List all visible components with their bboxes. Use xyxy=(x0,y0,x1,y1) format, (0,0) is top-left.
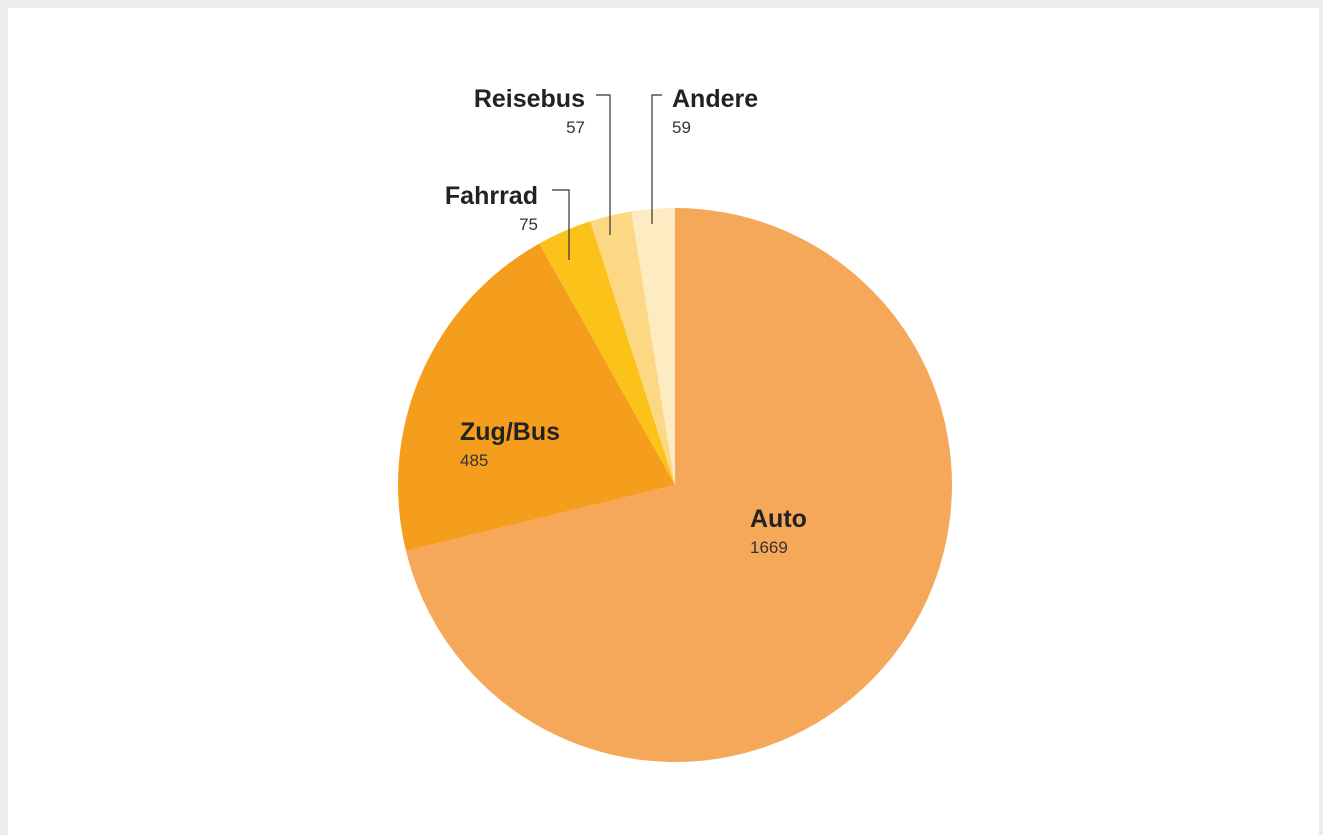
chart-card: Auto 1669 Zug/Bus 485 Fahrrad 75 Reisebu… xyxy=(8,8,1319,835)
slice-value-andere: 59 xyxy=(672,118,691,137)
leader-line-reisebus xyxy=(596,94,611,235)
slice-label-fahrrad: Fahrrad xyxy=(445,182,538,210)
pie-slice-andere xyxy=(631,208,675,485)
slice-label-zug-bus: Zug/Bus xyxy=(460,418,560,446)
pie-chart: Auto 1669 Zug/Bus 485 Fahrrad 75 Reisebu… xyxy=(398,85,952,763)
slice-value-auto: 1669 xyxy=(750,538,788,557)
pie-slices xyxy=(398,208,952,763)
slice-labels: Auto 1669 Zug/Bus 485 Fahrrad 75 Reisebu… xyxy=(445,85,807,557)
pie-slice-reisebus xyxy=(590,211,675,485)
slice-value-reisebus: 57 xyxy=(566,118,585,137)
slice-label-andere: Andere xyxy=(672,85,758,113)
slice-value-fahrrad: 75 xyxy=(519,215,538,234)
pie-slice-zug-bus xyxy=(398,243,675,551)
pie-slice-auto xyxy=(405,208,952,763)
pie-slice-fahrrad xyxy=(539,221,675,485)
slice-label-auto: Auto xyxy=(750,505,807,533)
leader-line-andere xyxy=(651,94,662,224)
slice-label-reisebus: Reisebus xyxy=(474,85,585,113)
leader-lines xyxy=(552,94,662,260)
slice-value-zug-bus: 485 xyxy=(460,451,488,470)
leader-line-fahrrad xyxy=(552,189,570,260)
